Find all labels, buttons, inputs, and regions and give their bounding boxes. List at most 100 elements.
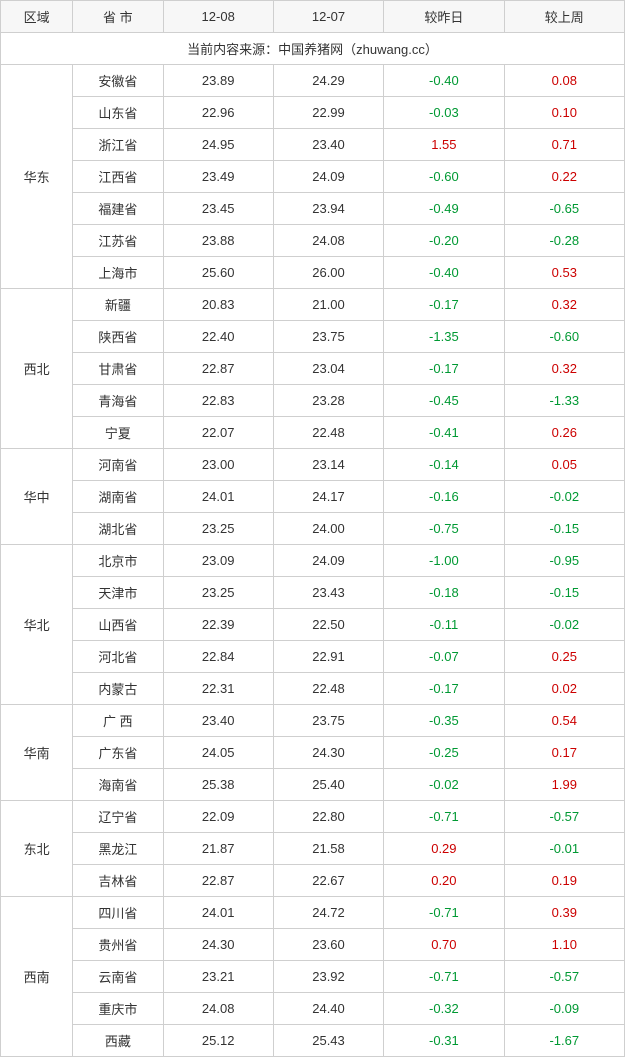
value-date2: 24.29 <box>273 65 383 97</box>
diff-yesterday: -0.35 <box>384 705 504 737</box>
diff-yesterday: -0.40 <box>384 65 504 97</box>
value-date2: 22.48 <box>273 673 383 705</box>
value-date2: 26.00 <box>273 257 383 289</box>
diff-lastweek: -0.95 <box>504 545 624 577</box>
table-row: 天津市23.2523.43-0.18-0.15 <box>1 577 625 609</box>
value-date2: 23.04 <box>273 353 383 385</box>
diff-lastweek: -0.15 <box>504 513 624 545</box>
diff-yesterday: -0.02 <box>384 769 504 801</box>
diff-yesterday: -0.03 <box>384 97 504 129</box>
diff-yesterday: -0.07 <box>384 641 504 673</box>
value-date1: 21.87 <box>163 833 273 865</box>
diff-lastweek: -0.01 <box>504 833 624 865</box>
value-date1: 25.38 <box>163 769 273 801</box>
province-cell: 四川省 <box>73 897 163 929</box>
diff-yesterday: -0.41 <box>384 417 504 449</box>
value-date2: 24.72 <box>273 897 383 929</box>
value-date2: 22.50 <box>273 609 383 641</box>
value-date2: 23.14 <box>273 449 383 481</box>
diff-yesterday: -0.17 <box>384 353 504 385</box>
diff-lastweek: -0.57 <box>504 801 624 833</box>
province-cell: 江西省 <box>73 161 163 193</box>
diff-yesterday: -0.71 <box>384 897 504 929</box>
value-date2: 23.75 <box>273 321 383 353</box>
diff-yesterday: -0.17 <box>384 673 504 705</box>
value-date2: 23.28 <box>273 385 383 417</box>
header-row: 区域 省 市 12-08 12-07 较昨日 较上周 <box>1 1 625 33</box>
value-date1: 22.39 <box>163 609 273 641</box>
table-row: 华中河南省23.0023.14-0.140.05 <box>1 449 625 481</box>
diff-yesterday: -0.32 <box>384 993 504 1025</box>
diff-lastweek: -0.15 <box>504 577 624 609</box>
col-vs-lastweek: 较上周 <box>504 1 624 33</box>
table-row: 吉林省22.8722.670.200.19 <box>1 865 625 897</box>
diff-lastweek: 0.71 <box>504 129 624 161</box>
value-date2: 24.30 <box>273 737 383 769</box>
province-cell: 广 西 <box>73 705 163 737</box>
region-cell: 华中 <box>1 449 73 545</box>
province-cell: 内蒙古 <box>73 673 163 705</box>
table-row: 浙江省24.9523.401.550.71 <box>1 129 625 161</box>
diff-yesterday: 0.29 <box>384 833 504 865</box>
province-cell: 陕西省 <box>73 321 163 353</box>
table-body: 当前内容来源：中国养猪网（zhuwang.cc） 华东安徽省23.8924.29… <box>1 33 625 1057</box>
diff-yesterday: 0.20 <box>384 865 504 897</box>
diff-lastweek: 0.10 <box>504 97 624 129</box>
value-date1: 24.01 <box>163 897 273 929</box>
value-date1: 23.09 <box>163 545 273 577</box>
value-date1: 23.21 <box>163 961 273 993</box>
table-row: 海南省25.3825.40-0.021.99 <box>1 769 625 801</box>
value-date1: 22.83 <box>163 385 273 417</box>
province-cell: 上海市 <box>73 257 163 289</box>
table-row: 河北省22.8422.91-0.070.25 <box>1 641 625 673</box>
province-cell: 湖北省 <box>73 513 163 545</box>
value-date2: 24.17 <box>273 481 383 513</box>
value-date2: 22.91 <box>273 641 383 673</box>
table-row: 云南省23.2123.92-0.71-0.57 <box>1 961 625 993</box>
table-row: 东北辽宁省22.0922.80-0.71-0.57 <box>1 801 625 833</box>
province-cell: 福建省 <box>73 193 163 225</box>
value-date2: 23.75 <box>273 705 383 737</box>
diff-lastweek: 0.54 <box>504 705 624 737</box>
diff-lastweek: -1.33 <box>504 385 624 417</box>
source-row: 当前内容来源：中国养猪网（zhuwang.cc） <box>1 33 625 65</box>
col-province: 省 市 <box>73 1 163 33</box>
value-date2: 23.40 <box>273 129 383 161</box>
value-date2: 22.67 <box>273 865 383 897</box>
diff-lastweek: 0.08 <box>504 65 624 97</box>
table-row: 江苏省23.8824.08-0.20-0.28 <box>1 225 625 257</box>
value-date2: 21.58 <box>273 833 383 865</box>
diff-lastweek: 1.10 <box>504 929 624 961</box>
table-row: 陕西省22.4023.75-1.35-0.60 <box>1 321 625 353</box>
province-cell: 湖南省 <box>73 481 163 513</box>
table-row: 湖北省23.2524.00-0.75-0.15 <box>1 513 625 545</box>
col-vs-yesterday: 较昨日 <box>384 1 504 33</box>
value-date1: 22.07 <box>163 417 273 449</box>
diff-yesterday: -0.40 <box>384 257 504 289</box>
diff-yesterday: -0.49 <box>384 193 504 225</box>
value-date1: 23.45 <box>163 193 273 225</box>
province-cell: 河北省 <box>73 641 163 673</box>
diff-yesterday: 0.70 <box>384 929 504 961</box>
value-date1: 20.83 <box>163 289 273 321</box>
diff-lastweek: -0.09 <box>504 993 624 1025</box>
value-date1: 22.87 <box>163 353 273 385</box>
diff-lastweek: 0.25 <box>504 641 624 673</box>
value-date1: 24.08 <box>163 993 273 1025</box>
table-row: 山西省22.3922.50-0.11-0.02 <box>1 609 625 641</box>
value-date2: 21.00 <box>273 289 383 321</box>
table-row: 西南四川省24.0124.72-0.710.39 <box>1 897 625 929</box>
value-date2: 24.09 <box>273 161 383 193</box>
province-cell: 贵州省 <box>73 929 163 961</box>
table-row: 宁夏22.0722.48-0.410.26 <box>1 417 625 449</box>
province-cell: 青海省 <box>73 385 163 417</box>
diff-yesterday: -0.25 <box>384 737 504 769</box>
table-row: 华南广 西23.4023.75-0.350.54 <box>1 705 625 737</box>
table-row: 青海省22.8323.28-0.45-1.33 <box>1 385 625 417</box>
value-date1: 22.96 <box>163 97 273 129</box>
table-row: 广东省24.0524.30-0.250.17 <box>1 737 625 769</box>
table-row: 甘肃省22.8723.04-0.170.32 <box>1 353 625 385</box>
diff-yesterday: -0.17 <box>384 289 504 321</box>
table-row: 华东安徽省23.8924.29-0.400.08 <box>1 65 625 97</box>
value-date1: 23.49 <box>163 161 273 193</box>
